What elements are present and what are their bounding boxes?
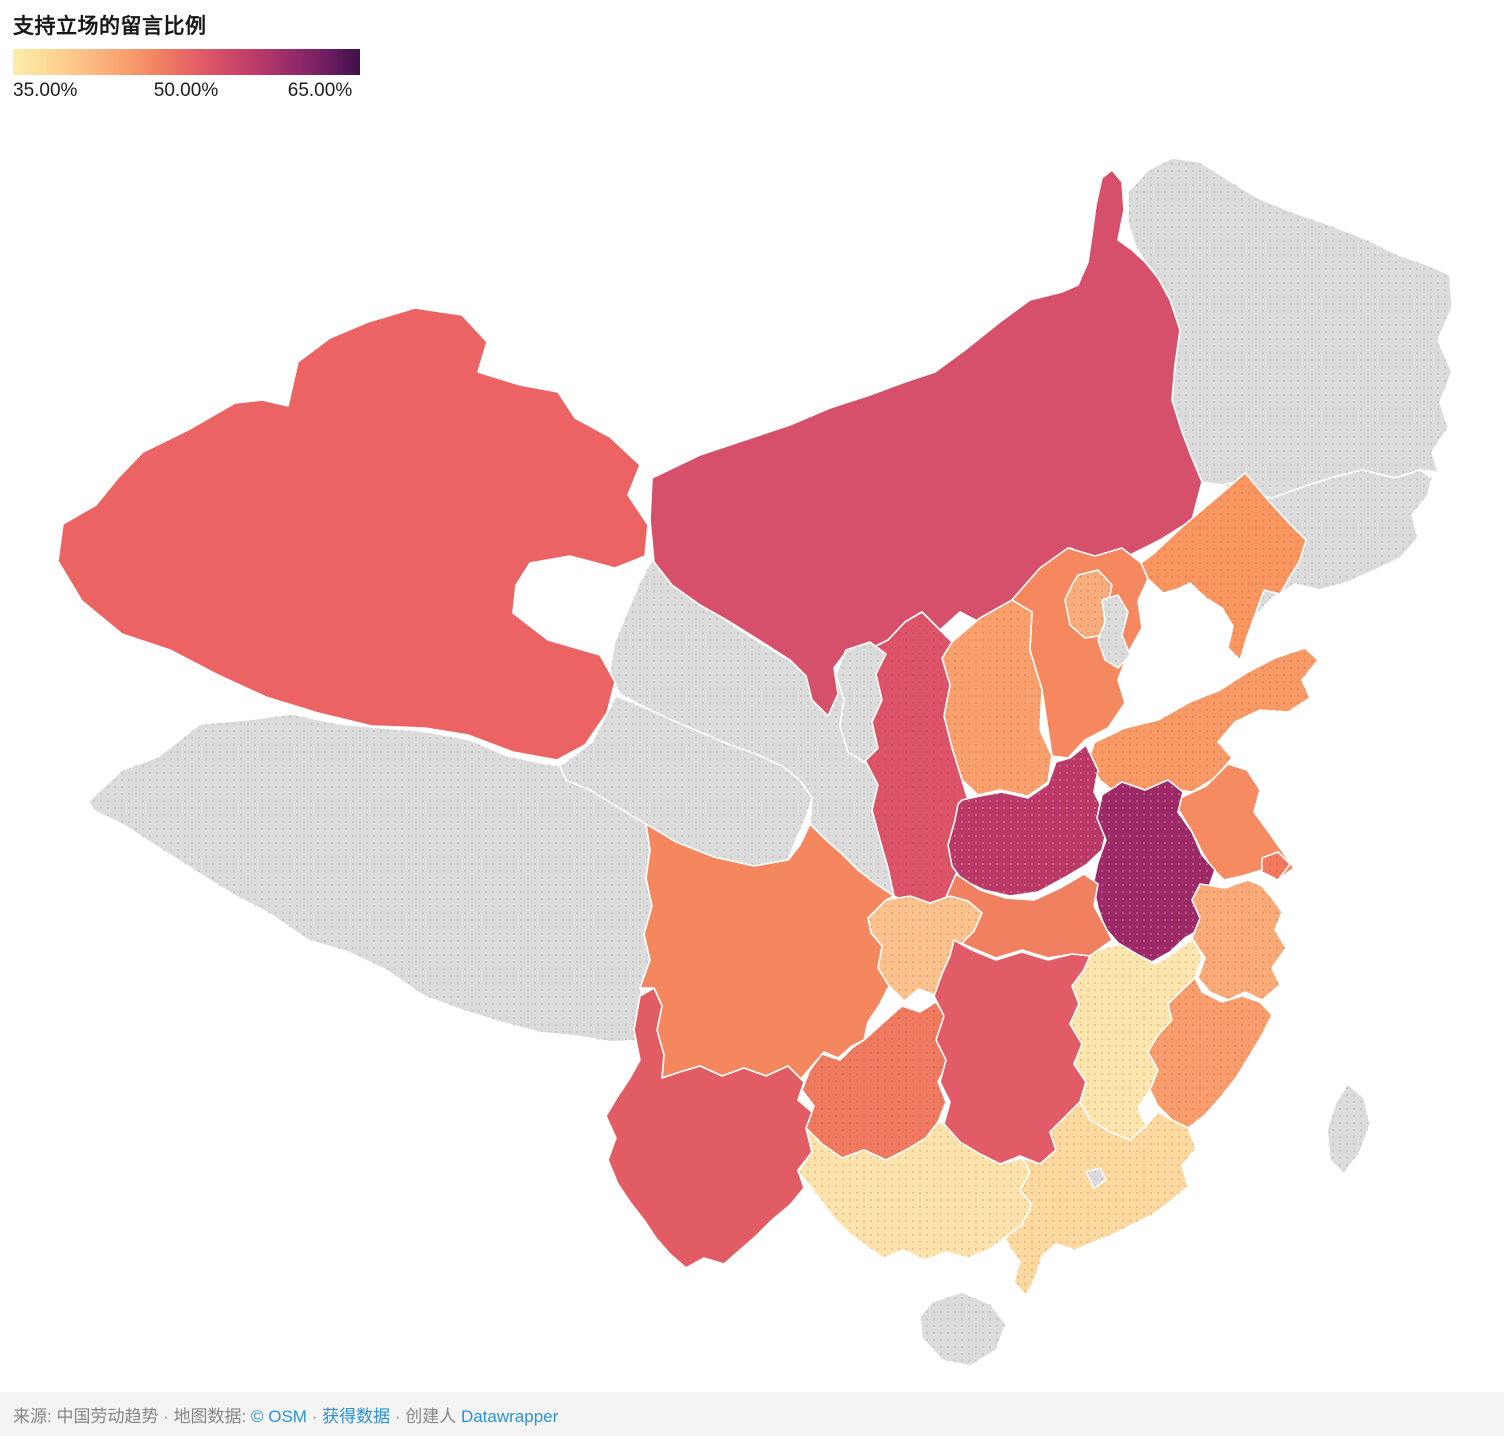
legend-labels: 35.00% 50.00% 65.00% [13,80,373,104]
attribution-text: 来源: 中国劳动趋势 · 地图数据: © OSM · 获得数据 · 创建人 Da… [0,1402,558,1427]
map-header: 支持立场的留言比例 35.00% 50.00% 65.00% [13,10,373,104]
province-taiwan[interactable] [1326,1083,1371,1175]
map-title: 支持立场的留言比例 [13,15,207,38]
province-shandong[interactable] [1087,647,1319,801]
attribution-link[interactable]: © OSM [251,1406,307,1426]
attribution-footer: 来源: 中国劳动趋势 · 地图数据: © OSM · 获得数据 · 创建人 Da… [0,1392,1504,1436]
legend-tick-min: 35.00% [13,80,78,101]
legend-tick-max: 65.00% [287,80,353,101]
legend-tick-mid: 50.00% [153,80,219,101]
province-yunnan[interactable] [605,987,813,1269]
attribution-link[interactable]: Datawrapper [460,1406,559,1426]
attribution-link[interactable]: 获得数据 [322,1406,391,1426]
legend-gradient-bar [13,49,360,75]
attribution-plain-text: · [306,1406,323,1426]
province-zhejiang[interactable] [1191,879,1287,1001]
attribution-plain-text: · 创建人 [390,1406,461,1426]
attribution-plain-text: 来源: 中国劳动趋势 · 地图数据: [13,1406,251,1426]
province-hainan[interactable] [919,1291,1007,1367]
province-xinjiang[interactable] [57,307,649,761]
